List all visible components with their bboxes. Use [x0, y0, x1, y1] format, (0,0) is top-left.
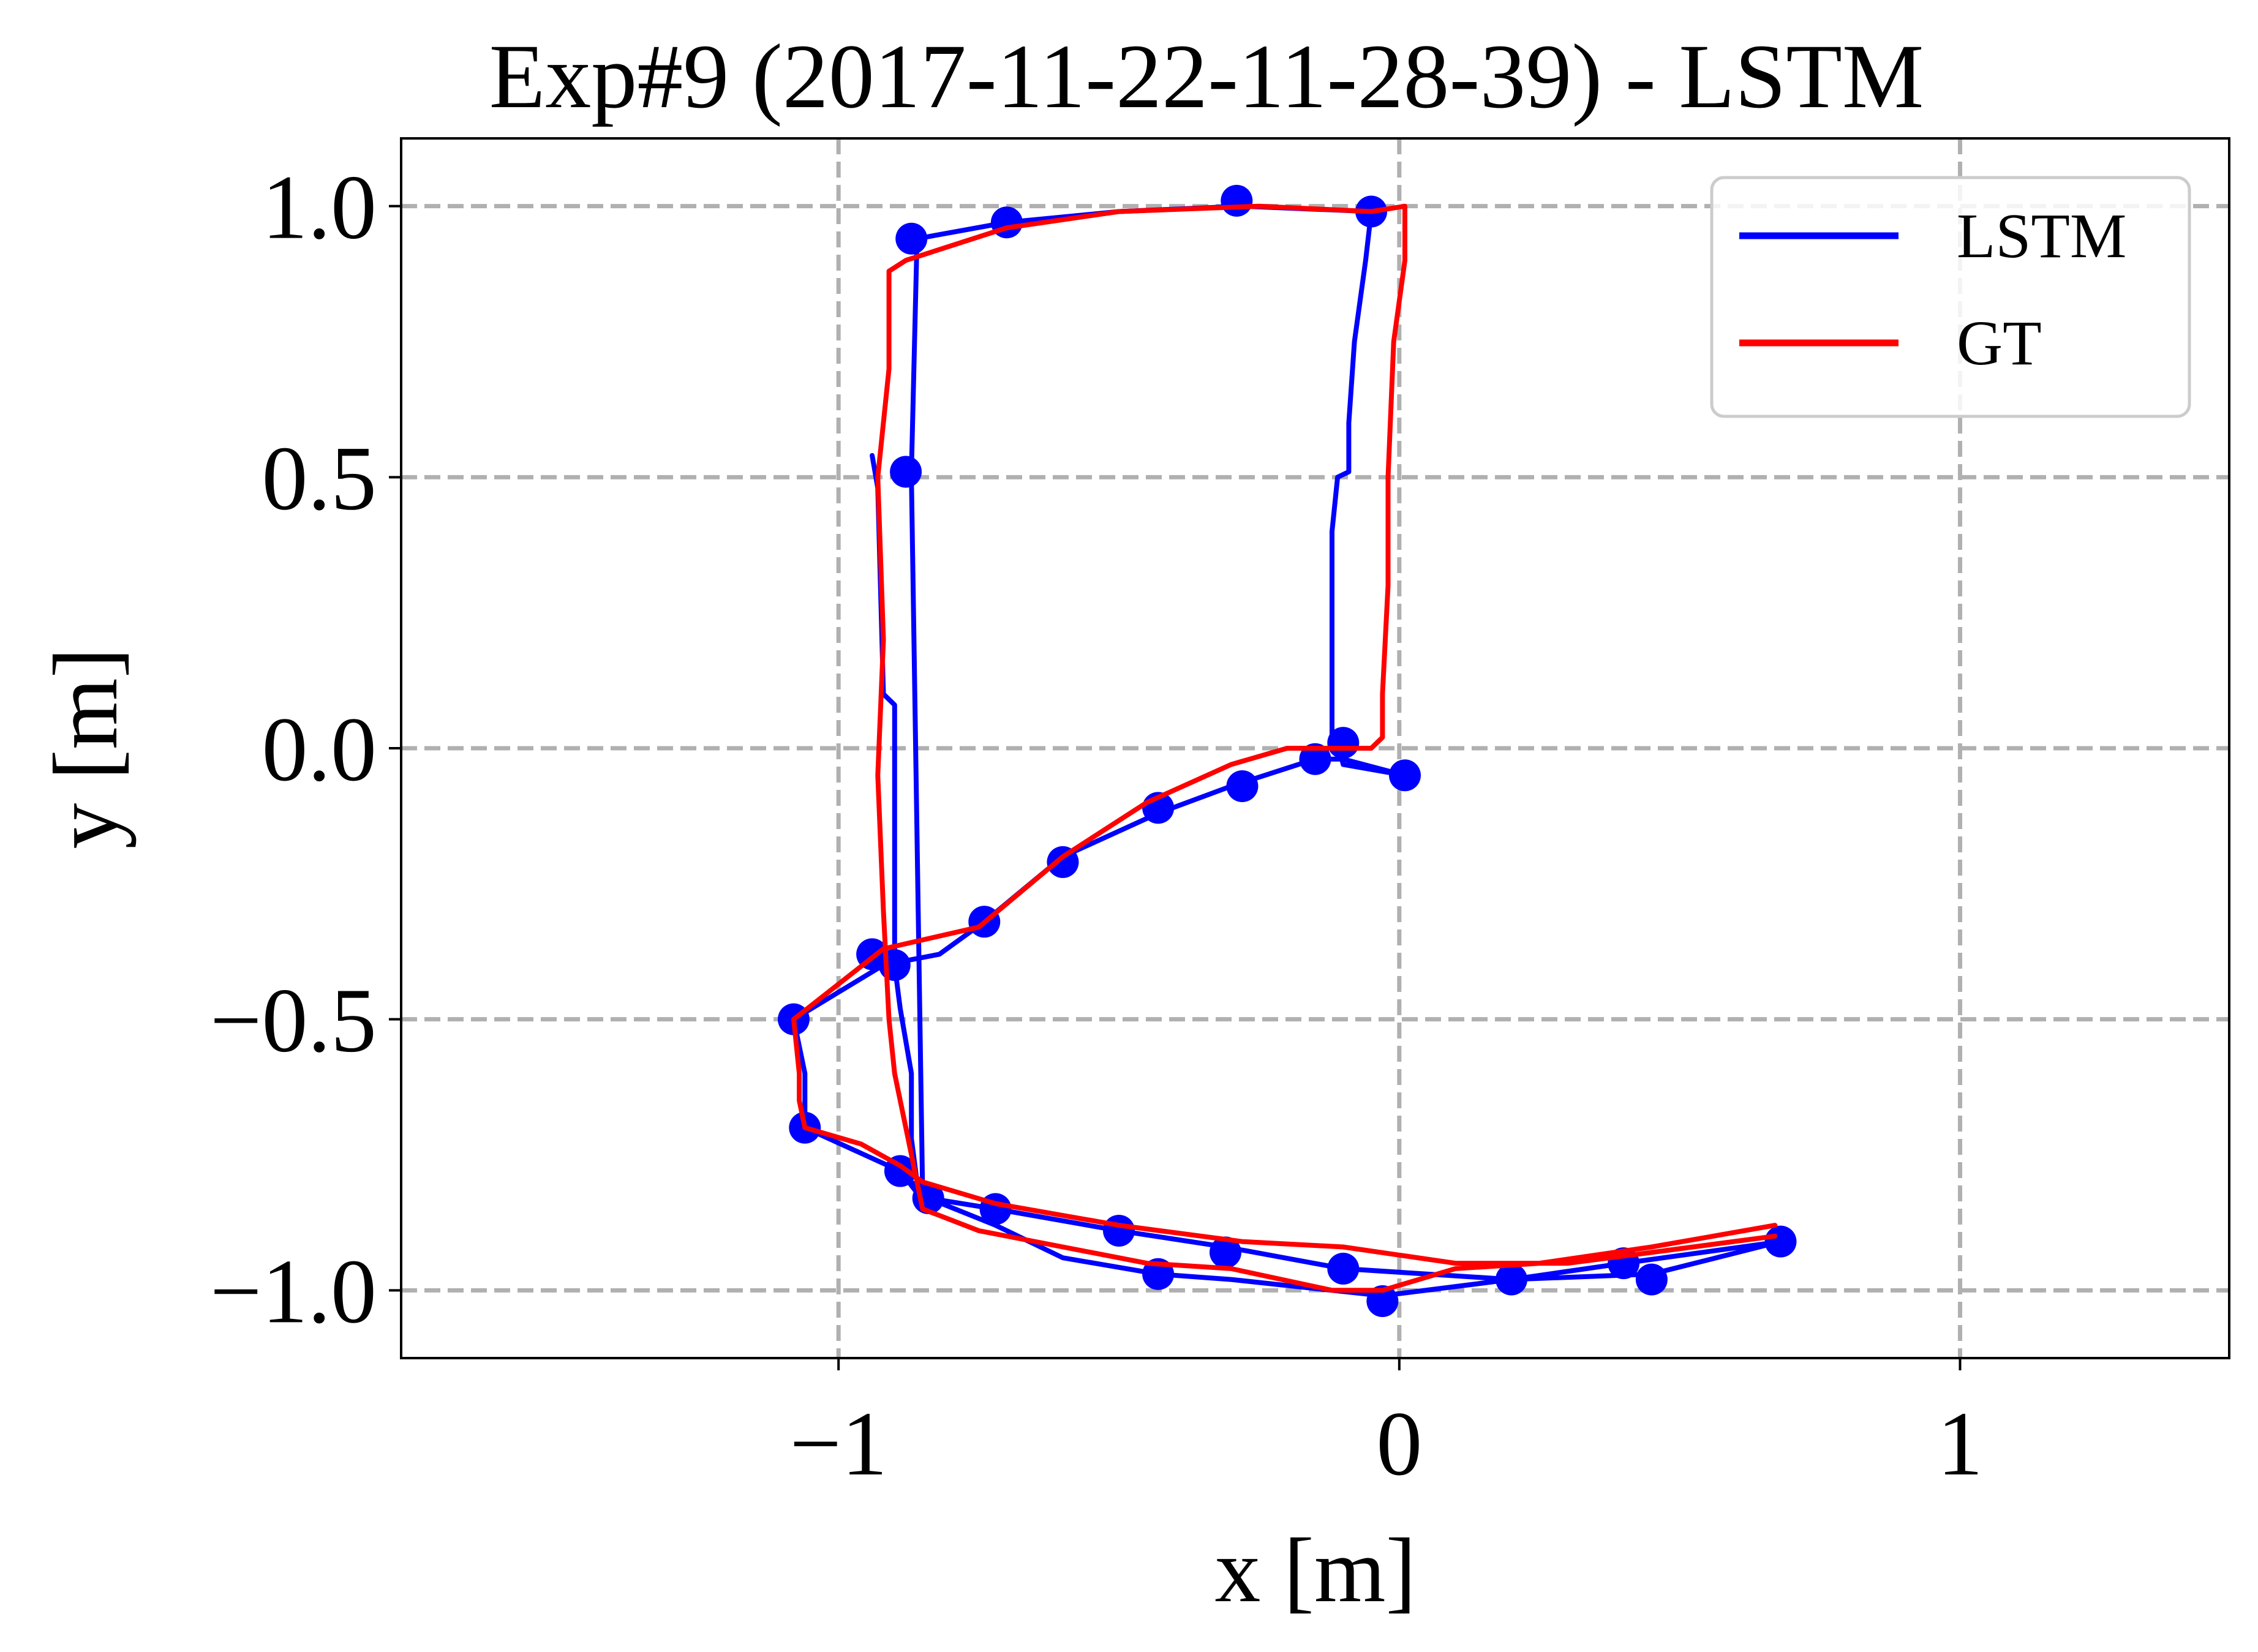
lstm-marker	[1221, 184, 1253, 217]
lstm-marker	[895, 222, 928, 255]
gt-line	[791, 203, 1778, 1293]
plot-area	[777, 184, 1797, 1318]
x-tick-label: 1	[1937, 1393, 1983, 1495]
y-tick-label: 1.0	[262, 157, 377, 258]
y-axis-label: y [m]	[35, 647, 137, 849]
lstm-line	[791, 203, 1783, 1299]
chart-title: Exp#9 (2017-11-22-11-28-39) - LSTM	[489, 26, 1924, 127]
x-axis-label: x [m]	[1214, 1520, 1416, 1621]
y-tick-label: 0.5	[262, 427, 377, 529]
x-tick-label: 0	[1376, 1393, 1422, 1495]
y-tick-label: −0.5	[210, 970, 377, 1072]
legend-label-gt: GT	[1957, 308, 2042, 378]
x-tick-label: −1	[789, 1393, 887, 1495]
lstm-marker	[1635, 1263, 1668, 1296]
lstm-marker	[890, 456, 922, 488]
y-tick-label: 0.0	[262, 699, 377, 800]
x-axis-ticks: −1 0 1	[789, 1358, 1983, 1495]
legend: LSTM GT	[1710, 176, 2191, 418]
y-tick-label: −1.0	[210, 1241, 377, 1342]
y-axis-ticks: 1.0 0.5 0.0 −0.5 −1.0	[210, 157, 401, 1342]
lstm-marker	[1327, 727, 1360, 759]
legend-label-lstm: LSTM	[1957, 201, 2126, 271]
